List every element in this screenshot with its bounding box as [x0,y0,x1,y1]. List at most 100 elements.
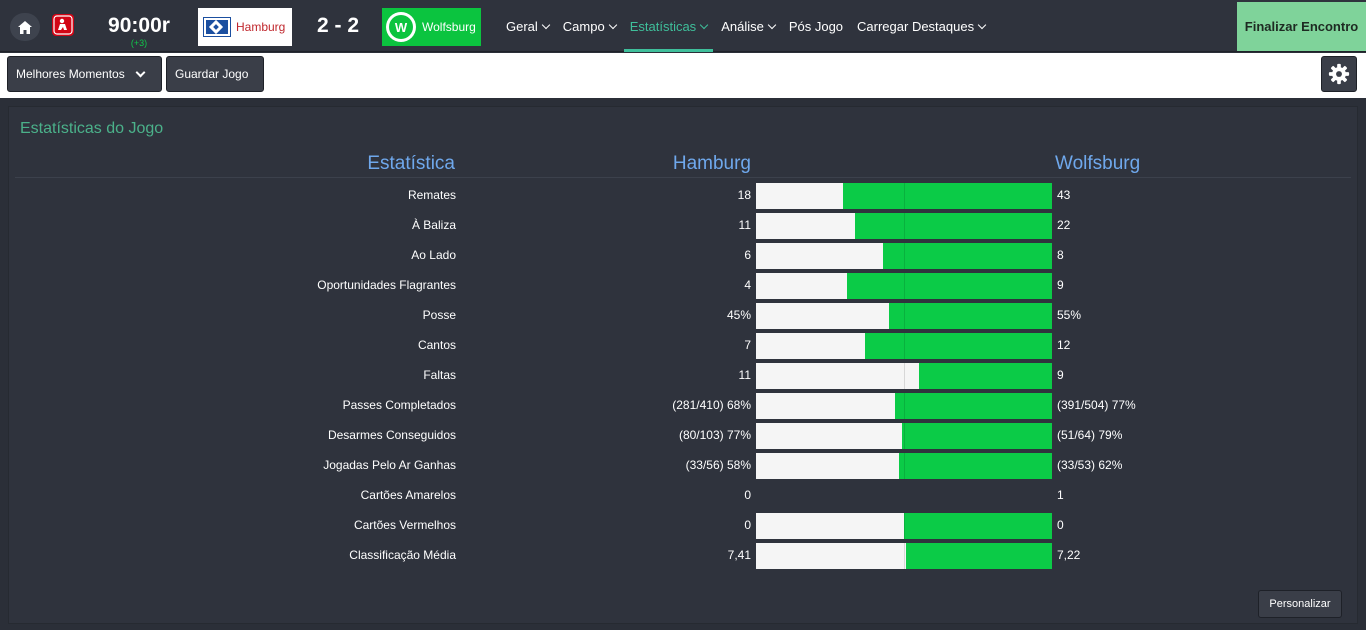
home-team-name: Hamburg [236,20,286,34]
bar-midline [904,213,905,239]
stat-label: Classificação Média [349,548,456,562]
bar-midline [904,423,905,449]
stat-row: Ao Lado 6 8 [9,240,1359,270]
finish-match-button[interactable]: Finalizar Encontro [1237,2,1366,51]
nav-pos-jogo[interactable]: Pós Jogo [783,0,849,52]
stat-label: Posse [422,308,456,322]
customize-button[interactable]: Personalizar [1258,590,1342,618]
toolbar: Melhores Momentos Guardar Jogo [0,53,1366,98]
away-team-name: Wolfsburg [422,20,476,34]
away-share-bar [895,393,1052,419]
nav-analise[interactable]: Análise [715,0,781,52]
home-share-bar [756,423,902,449]
away-stat-value: (51/64) 79% [1057,428,1123,442]
stat-label: Oportunidades Flagrantes [317,278,456,292]
chevron-down-icon [977,20,987,29]
home-stat-value: (281/410) 68% [672,398,751,412]
stat-comparison-bar [756,363,1052,389]
nav-campo[interactable]: Campo [557,0,622,52]
highlights-label: Melhores Momentos [16,67,125,81]
home-share-bar [756,183,843,209]
bar-midline [904,183,905,209]
stat-label: Jogadas Pelo Ar Ganhas [323,458,456,472]
away-stat-value: 55% [1057,308,1082,322]
nav-estatisticas[interactable]: Estatísticas [623,0,714,52]
bar-midline [904,543,905,569]
stat-row: Faltas 11 9 [9,360,1359,390]
stat-comparison-bar [756,543,1052,569]
bar-midline [904,273,905,299]
away-stat-value: 7,22 [1057,548,1081,562]
away-share-bar [906,543,1052,569]
home-share-bar [756,243,883,269]
home-share-bar [756,333,865,359]
header-divider [15,177,1351,178]
home-stat-value: 0 [744,488,751,502]
added-time: (+3) [130,38,148,48]
panel-title: Estatísticas do Jogo [20,120,164,137]
wolfsburg-crest-letter: W [389,15,413,39]
stat-comparison-bar [756,393,1052,419]
wolfsburg-crest-icon: W [386,12,416,42]
away-stat-value: 43 [1057,188,1071,202]
stat-comparison-bar [756,303,1052,329]
nav-label: Carregar Destaques [857,18,975,34]
stat-row: Desarmes Conseguidos (80/103) 77% (51/64) … [9,420,1359,450]
chevron-down-icon [135,67,146,77]
bar-midline [904,513,905,539]
stat-row: Cartões Vermelhos 0 0 [9,510,1359,540]
stat-row: Posse 45% 55% [9,300,1359,330]
away-stat-value: 9 [1057,278,1064,292]
stat-row: Oportunidades Flagrantes 4 9 [9,270,1359,300]
away-share-bar [899,453,1052,479]
away-share-bar [889,303,1052,329]
away-stat-value: 1 [1057,488,1064,502]
nav-label: Estatísticas [629,18,697,34]
stat-comparison-bar [756,183,1052,209]
home-stat-value: 0 [744,518,751,532]
nav-geral[interactable]: Geral [500,0,555,52]
stat-comparison-bar [756,453,1052,479]
bar-midline [904,393,905,419]
match-score: 2 - 2 [316,14,360,37]
home-share-bar [756,543,906,569]
stat-row: Remates 18 43 [9,180,1359,210]
away-stat-value: 0 [1057,518,1064,532]
match-clock: 90:00r [108,14,170,37]
settings-button[interactable] [1321,56,1357,92]
away-share-bar [843,183,1052,209]
away-share-bar [883,243,1052,269]
home-stat-value: 11 [738,218,751,232]
home-stat-value: 4 [744,278,751,292]
home-stat-value: 6 [744,248,751,262]
match-top-bar: 90:00r (+3) Hamburg 2 - 2 W Wolfsburg Ge… [0,0,1366,52]
save-game-button[interactable]: Guardar Jogo [166,56,264,92]
bar-midline [904,303,905,329]
stat-label: Cantos [417,338,456,352]
stat-label: Faltas [423,368,456,382]
home-stat-value: 7,41 [727,548,751,562]
bundesliga-logo-icon [52,14,74,36]
home-stat-value: (80/103) 77% [678,428,751,442]
stat-label: Ao Lado [411,248,456,262]
away-stat-value: 22 [1057,218,1071,232]
away-share-bar [919,363,1052,389]
home-team-badge[interactable]: Hamburg [198,8,292,46]
match-stats-panel: Estatísticas do Jogo Estatística Hamburg… [8,106,1358,624]
stat-label: Cartões Vermelhos [353,518,456,532]
home-button[interactable] [10,13,40,41]
gear-icon [1328,63,1350,85]
stat-label: Desarmes Conseguidos [327,428,456,442]
away-stat-value: (33/53) 62% [1057,458,1123,472]
home-stat-value: 11 [738,368,751,382]
column-header-away: Wolfsburg [1055,153,1141,174]
stat-comparison-bar [756,423,1052,449]
stat-comparison-bar [756,243,1052,269]
nav-carregar-destaques[interactable]: Carregar Destaques [851,0,991,52]
stat-label: Passes Completados [342,398,456,412]
highlights-dropdown[interactable]: Melhores Momentos [7,56,162,92]
chevron-down-icon [699,20,709,29]
bar-midline [904,333,905,359]
away-team-badge[interactable]: W Wolfsburg [382,8,481,46]
home-share-bar [756,393,895,419]
